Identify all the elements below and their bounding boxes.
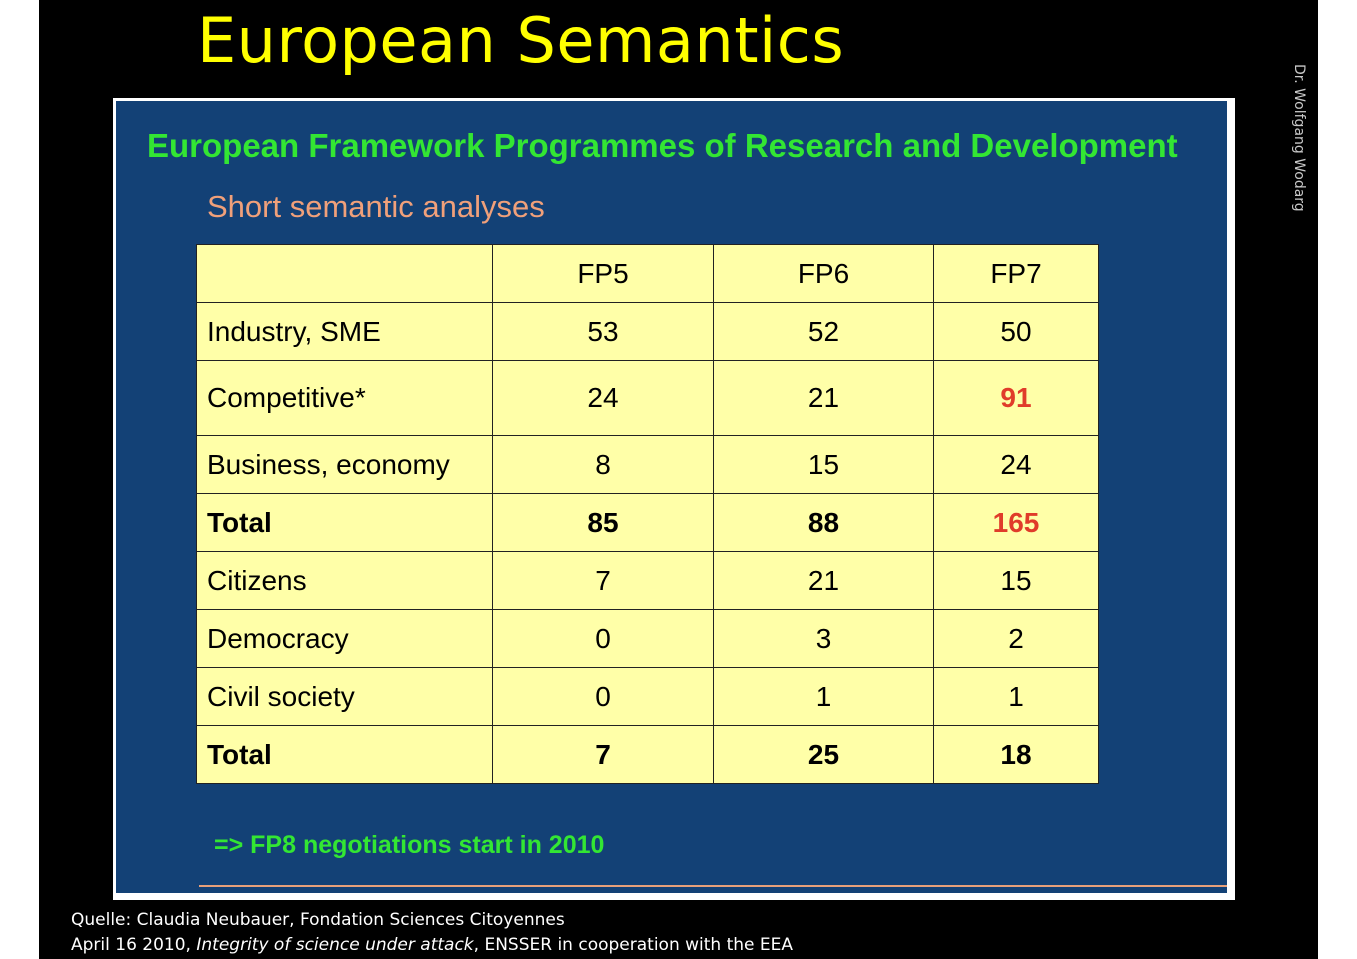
content-panel-frame: European Framework Programmes of Researc… — [113, 98, 1235, 900]
table-cell: 0 — [492, 667, 714, 726]
row-label: Total — [196, 493, 493, 552]
row-label: Total — [196, 725, 493, 784]
source-line-2: April 16 2010, Integrity of science unde… — [71, 935, 793, 955]
content-panel: European Framework Programmes of Researc… — [116, 101, 1227, 893]
table-row: Citizens 7 21 15 — [196, 551, 1099, 610]
panel-divider — [199, 885, 1227, 887]
row-label: Business, economy — [196, 435, 493, 494]
row-label: Competitive* — [196, 360, 493, 436]
row-label: Civil society — [196, 667, 493, 726]
table-cell-highlight: 91 — [933, 360, 1099, 436]
table-cell: 0 — [492, 609, 714, 668]
table-row: Industry, SME 53 52 50 — [196, 302, 1099, 361]
author-credit: Dr. Wolfgang Wodarg — [1291, 64, 1307, 212]
slide: European Semantics Dr. Wolfgang Wodarg E… — [39, 0, 1318, 959]
table-row: Competitive* 24 21 91 — [196, 360, 1099, 436]
table-cell: 1 — [933, 667, 1099, 726]
table-cell: 21 — [713, 360, 934, 436]
panel-title: European Framework Programmes of Researc… — [147, 127, 1178, 164]
table-row: Civil society 0 1 1 — [196, 667, 1099, 726]
table-cell: 50 — [933, 302, 1099, 361]
panel-subtitle: Short semantic analyses — [207, 189, 545, 224]
table-cell: 24 — [492, 360, 714, 436]
table-row: Business, economy 8 15 24 — [196, 435, 1099, 494]
row-label: Democracy — [196, 609, 493, 668]
table-cell: 18 — [933, 725, 1099, 784]
table-cell: 21 — [713, 551, 934, 610]
table-cell: 3 — [713, 609, 934, 668]
table-cell: 1 — [713, 667, 934, 726]
table-header-cell: FP5 — [492, 244, 714, 303]
table-header-row: FP5 FP6 FP7 — [196, 244, 1099, 303]
slide-title: European Semantics — [197, 4, 845, 77]
source-line-1: Quelle: Claudia Neubauer, Fondation Scie… — [71, 910, 565, 930]
table-cell: 7 — [492, 725, 714, 784]
table-header-cell: FP7 — [933, 244, 1099, 303]
table-cell: 2 — [933, 609, 1099, 668]
table-cell: 53 — [492, 302, 714, 361]
row-label: Industry, SME — [196, 302, 493, 361]
table-cell: 15 — [933, 551, 1099, 610]
table-row: Democracy 0 3 2 — [196, 609, 1099, 668]
source-date: April 16 2010, — [71, 935, 197, 955]
table-total-row: Total 7 25 18 — [196, 725, 1099, 784]
table-cell: 8 — [492, 435, 714, 494]
row-label: Citizens — [196, 551, 493, 610]
fp8-note: => FP8 negotiations start in 2010 — [214, 831, 605, 859]
table-cell: 24 — [933, 435, 1099, 494]
table-cell: 52 — [713, 302, 934, 361]
semantic-analysis-table: FP5 FP6 FP7 Industry, SME 53 52 50 Compe… — [196, 244, 1099, 784]
table-total-row: Total 85 88 165 — [196, 493, 1099, 552]
table-cell-highlight: 165 — [933, 493, 1099, 552]
table-cell: 88 — [713, 493, 934, 552]
table-cell: 85 — [492, 493, 714, 552]
table-cell: 7 — [492, 551, 714, 610]
table-header-cell: FP6 — [713, 244, 934, 303]
table-cell: 15 — [713, 435, 934, 494]
table-cell: 25 — [713, 725, 934, 784]
source-event-title: Integrity of science under attack — [196, 935, 474, 955]
table-header-cell — [196, 244, 493, 303]
source-organizer: , ENSSER in cooperation with the EEA — [473, 935, 794, 955]
